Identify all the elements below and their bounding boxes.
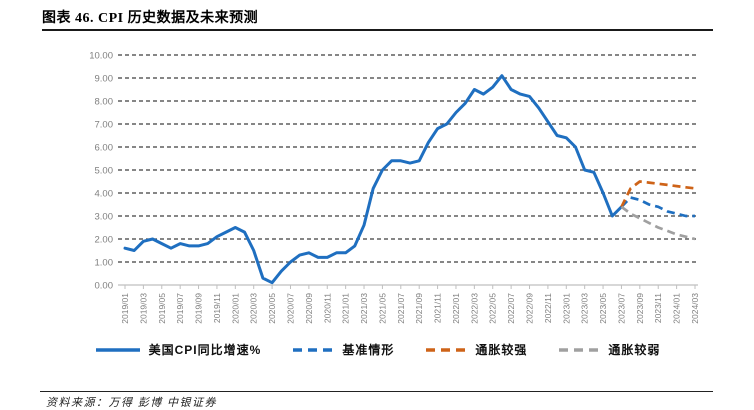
legend-label: 通胀较强 [475, 343, 528, 357]
svg-text:2021/07: 2021/07 [396, 293, 406, 324]
svg-text:2022/05: 2022/05 [488, 293, 498, 324]
svg-text:10.00: 10.00 [89, 51, 113, 62]
svg-text:2022/03: 2022/03 [469, 293, 479, 324]
legend-item-strong-inflation: 通胀较强 [424, 341, 527, 358]
svg-text:9.00: 9.00 [95, 74, 114, 85]
legend-item-weak-inflation: 通胀较弱 [557, 341, 660, 358]
dashed-line-icon [426, 347, 467, 352]
svg-text:0.00: 0.00 [95, 281, 114, 292]
legend-item-baseline: 基准情形 [291, 341, 394, 358]
svg-text:2023/05: 2023/05 [598, 293, 608, 324]
svg-text:2020/03: 2020/03 [249, 293, 259, 324]
title-divider [42, 29, 713, 31]
legend-label: 基准情形 [342, 343, 395, 357]
svg-text:8.00: 8.00 [95, 97, 114, 108]
svg-text:2.00: 2.00 [95, 235, 114, 246]
svg-text:2020/07: 2020/07 [285, 293, 295, 324]
svg-text:2019/05: 2019/05 [157, 293, 167, 324]
svg-text:2022/09: 2022/09 [525, 293, 535, 324]
svg-text:4.00: 4.00 [95, 189, 114, 200]
svg-text:2019/03: 2019/03 [138, 293, 148, 324]
svg-text:7.00: 7.00 [95, 120, 114, 131]
svg-text:2023/01: 2023/01 [561, 293, 571, 324]
svg-text:2021/05: 2021/05 [377, 293, 387, 324]
dashed-line-icon [293, 347, 334, 352]
svg-text:2022/07: 2022/07 [506, 293, 516, 324]
svg-text:6.00: 6.00 [95, 143, 114, 154]
cpi-chart-svg: 0.00 1.00 2.00 3.00 4.00 5.00 6.00 7.00 8.00 9.00… [89, 51, 700, 324]
svg-text:2021/09: 2021/09 [414, 293, 424, 324]
svg-text:2021/11: 2021/11 [433, 293, 443, 323]
svg-text:2024/03: 2024/03 [690, 293, 700, 324]
source-text: 资料来源：万得 彭博 中银证券 [46, 397, 217, 409]
cpi-chart: 0.00 1.00 2.00 3.00 4.00 5.00 6.00 7.00 8.00 9.00… [85, 45, 715, 345]
svg-text:1.00: 1.00 [95, 258, 114, 269]
chart-legend: 美国CPI同比增速% 基准情形 通胀较强 通胀较弱 [0, 341, 754, 358]
svg-text:2020/01: 2020/01 [230, 293, 240, 324]
svg-text:2022/01: 2022/01 [451, 293, 461, 324]
svg-text:2023/09: 2023/09 [635, 293, 645, 324]
legend-item-us-cpi: 美国CPI同比增速% [94, 341, 262, 358]
svg-text:2024/01: 2024/01 [672, 293, 682, 324]
solid-line-icon [95, 347, 140, 352]
svg-text:2021/01: 2021/01 [341, 293, 351, 324]
svg-text:2019/01: 2019/01 [120, 293, 130, 324]
legend-label: 美国CPI同比增速% [148, 343, 262, 357]
source-divider [40, 391, 713, 392]
svg-text:2021/03: 2021/03 [359, 293, 369, 324]
svg-text:2022/11: 2022/11 [543, 293, 553, 323]
svg-text:3.00: 3.00 [95, 212, 114, 223]
legend-label: 通胀较弱 [608, 343, 661, 357]
svg-text:2023/07: 2023/07 [616, 293, 626, 324]
figure-title: 图表 46. CPI 历史数据及未来预测 [42, 11, 259, 26]
svg-text:2023/11: 2023/11 [653, 293, 663, 323]
dashed-line-icon [559, 347, 600, 352]
svg-text:5.00: 5.00 [95, 166, 114, 177]
svg-text:2020/09: 2020/09 [304, 293, 314, 324]
svg-text:2020/11: 2020/11 [322, 293, 332, 323]
svg-text:2019/09: 2019/09 [194, 293, 204, 324]
svg-text:2023/03: 2023/03 [580, 293, 590, 324]
svg-text:2019/11: 2019/11 [212, 293, 222, 323]
svg-text:2020/05: 2020/05 [267, 293, 277, 324]
svg-text:2019/07: 2019/07 [175, 293, 185, 324]
